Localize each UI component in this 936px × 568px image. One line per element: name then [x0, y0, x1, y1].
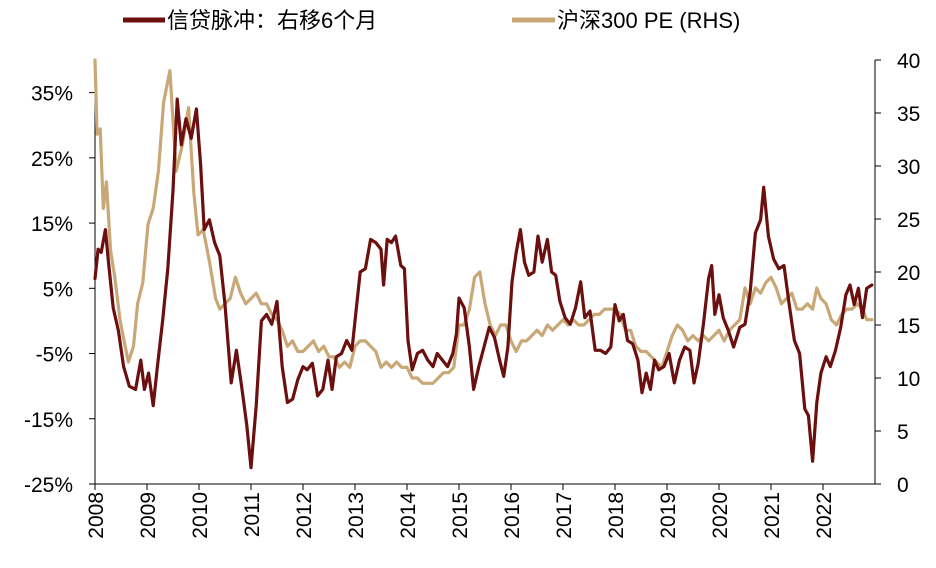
x-tick-label: 2009 — [137, 492, 160, 539]
y-left-tick-label: 15% — [31, 213, 73, 236]
series-line-credit — [93, 97, 874, 470]
y-left-tick-label: 35% — [31, 83, 73, 106]
y-right-tick-label: 20 — [897, 262, 920, 285]
y-left-tick-label: -5% — [36, 344, 73, 367]
x-tick-label: 2019 — [657, 492, 680, 539]
x-tick-label: 2011 — [241, 492, 264, 537]
series-line-pe — [93, 58, 874, 385]
x-tick-label: 2014 — [397, 492, 420, 539]
x-tick-label: 2022 — [813, 492, 836, 539]
x-tick-label: 2012 — [293, 492, 316, 539]
y-right-tick-label: 10 — [897, 368, 920, 391]
x-tick-label: 2018 — [605, 492, 628, 539]
y-right-tick-label: 5 — [897, 421, 909, 444]
y-right-tick-label: 15 — [897, 315, 920, 338]
x-tick-label: 2013 — [345, 492, 368, 539]
x-tick-label: 2020 — [709, 492, 732, 539]
legend: 信贷脉冲：右移6个月 沪深300 PE (RHS) — [123, 8, 740, 33]
x-tick-label: 2021 — [761, 492, 784, 539]
y-left-tick-label: 5% — [43, 278, 73, 301]
y-right-tick-label: 30 — [897, 156, 920, 179]
axes: 35%25%15%5%-5%-15%-25%403530252015105020… — [24, 50, 920, 539]
legend-label-credit: 信贷脉冲：右移6个月 — [167, 8, 377, 33]
y-left-tick-label: -25% — [24, 474, 73, 497]
series-layer — [93, 58, 874, 470]
y-right-tick-label: 25 — [897, 209, 920, 232]
x-tick-label: 2017 — [553, 492, 576, 539]
x-tick-label: 2015 — [449, 492, 472, 539]
x-tick-label: 2016 — [501, 492, 524, 539]
y-left-tick-label: -15% — [24, 409, 73, 432]
x-tick-label: 2008 — [85, 492, 108, 539]
y-right-tick-label: 0 — [897, 474, 909, 497]
y-right-tick-label: 40 — [897, 50, 920, 73]
legend-label-pe: 沪深300 PE (RHS) — [557, 8, 740, 33]
y-right-tick-label: 35 — [897, 103, 920, 126]
x-tick-label: 2010 — [189, 492, 212, 539]
y-left-tick-label: 25% — [31, 148, 73, 171]
